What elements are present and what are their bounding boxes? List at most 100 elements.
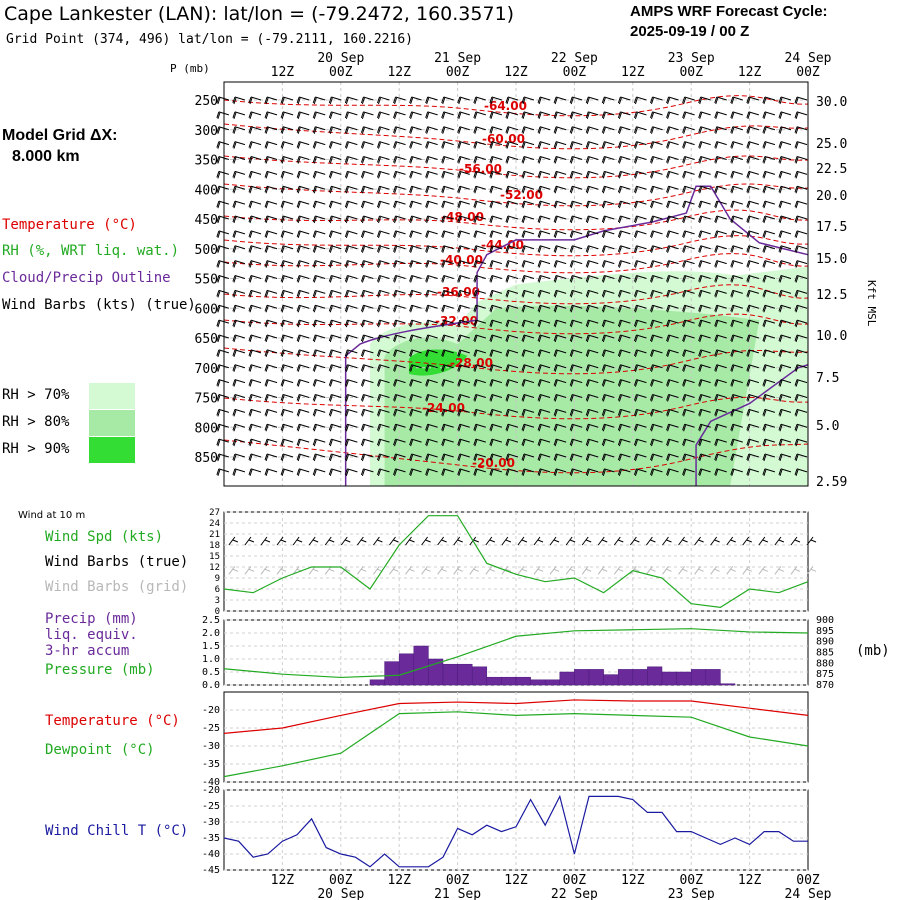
wind-barb (248, 408, 262, 417)
wind-barb (280, 141, 294, 149)
wind-barb (296, 423, 310, 432)
wind-barb (409, 200, 422, 209)
wind-barb (714, 438, 727, 447)
wind-barb (457, 126, 470, 134)
temperature-contour (223, 439, 809, 474)
bottom-hour-label: 12Z (738, 873, 762, 888)
wind-barb (312, 334, 326, 343)
wind-barb (232, 334, 246, 343)
wind-barb (344, 245, 358, 253)
wind-barb (746, 111, 759, 120)
wind-barb (457, 156, 470, 164)
wind-barb (698, 304, 711, 313)
wind-barb (778, 230, 792, 239)
wind-barb (585, 111, 599, 120)
wind-barb (730, 260, 743, 268)
forecast-cycle-label: AMPS WRF Forecast Cycle: (630, 3, 828, 20)
height-tick-label: 22.5 (816, 162, 847, 177)
wind-barb (376, 289, 390, 298)
wind-barb (746, 230, 759, 239)
wind-barb (730, 230, 743, 239)
wind-barb (280, 289, 294, 298)
grid-wind-barb (260, 566, 271, 575)
wind-barb (521, 141, 535, 149)
wind-barb (698, 334, 711, 343)
wind-barb (682, 423, 695, 432)
wind-barb (762, 319, 776, 328)
wind-barb (553, 111, 567, 120)
grid-wind-barb (533, 566, 544, 575)
wind-barb (376, 423, 390, 432)
wind-barb (585, 289, 599, 298)
wind-barb (553, 126, 567, 134)
wind-barb (666, 156, 679, 164)
wind-barb (730, 468, 743, 477)
wind-barb (360, 394, 374, 402)
wind-barb (762, 126, 776, 134)
wind-barb (521, 423, 535, 432)
wind-barb (280, 111, 294, 120)
precip-tick-label: 2.0 (202, 628, 220, 639)
top-hour-label: 00Z (796, 65, 820, 80)
wind-barb (409, 141, 422, 149)
wind-barb (473, 304, 486, 313)
precip-bar (501, 676, 517, 686)
wind-barb (650, 334, 663, 343)
wind-barb (393, 349, 406, 358)
wind-barb (537, 289, 551, 298)
wind-barb (489, 260, 503, 268)
wind-barb (328, 230, 342, 239)
wind-barb (441, 230, 454, 239)
wind-barb (344, 379, 358, 387)
wind-barb (232, 364, 246, 372)
wind-barb (521, 468, 535, 477)
wind-barb (393, 245, 406, 253)
wind-barb (328, 111, 342, 120)
wind-barb (666, 304, 679, 313)
wind-barb (746, 289, 759, 298)
wind-barb (682, 304, 695, 313)
wind-barb (682, 319, 695, 328)
wind-barb (248, 245, 262, 253)
wind-barb (264, 156, 278, 164)
wind-barb (505, 260, 519, 268)
wind-barb (264, 141, 278, 149)
wind-barb (569, 185, 583, 194)
wind-barb (762, 200, 776, 209)
wind-barb (248, 230, 262, 239)
wind-barb (328, 245, 342, 253)
wind-barb (778, 453, 792, 462)
temperature-contour (223, 95, 809, 117)
wind-barb (537, 423, 551, 432)
wind-barb (617, 468, 631, 477)
grid-wind-barb (469, 566, 479, 575)
wind-barb (264, 96, 278, 105)
grid-wind-barb (806, 566, 817, 575)
bottom-date-label: 20 Sep (317, 887, 364, 900)
temperature-contour (223, 123, 809, 150)
wind-barb (360, 156, 374, 164)
wind-barb (425, 468, 438, 477)
wind-barb (601, 111, 615, 120)
wind-barb (553, 379, 567, 387)
wind-barb (682, 170, 695, 179)
pressure-label: Pressure (mb) (45, 662, 155, 678)
wind-barb (425, 260, 438, 268)
wind-barb (344, 408, 358, 417)
wind-barb (537, 111, 551, 120)
wind-barb (457, 141, 470, 149)
wind-barb (553, 96, 567, 105)
wind-barb (344, 304, 358, 313)
cross-section-frame (223, 81, 809, 487)
wind-barb (794, 275, 808, 283)
true-wind-barb (501, 536, 512, 546)
wind-barb (601, 185, 615, 194)
wind-barb (441, 260, 454, 268)
wind-barb (409, 126, 422, 134)
pressure-tick-label: 250 (195, 94, 218, 109)
wind-barb (585, 453, 599, 462)
wind-barb (730, 453, 743, 462)
wind-barb (537, 379, 551, 387)
wind-barb (248, 334, 262, 343)
wind-barb (489, 111, 503, 120)
